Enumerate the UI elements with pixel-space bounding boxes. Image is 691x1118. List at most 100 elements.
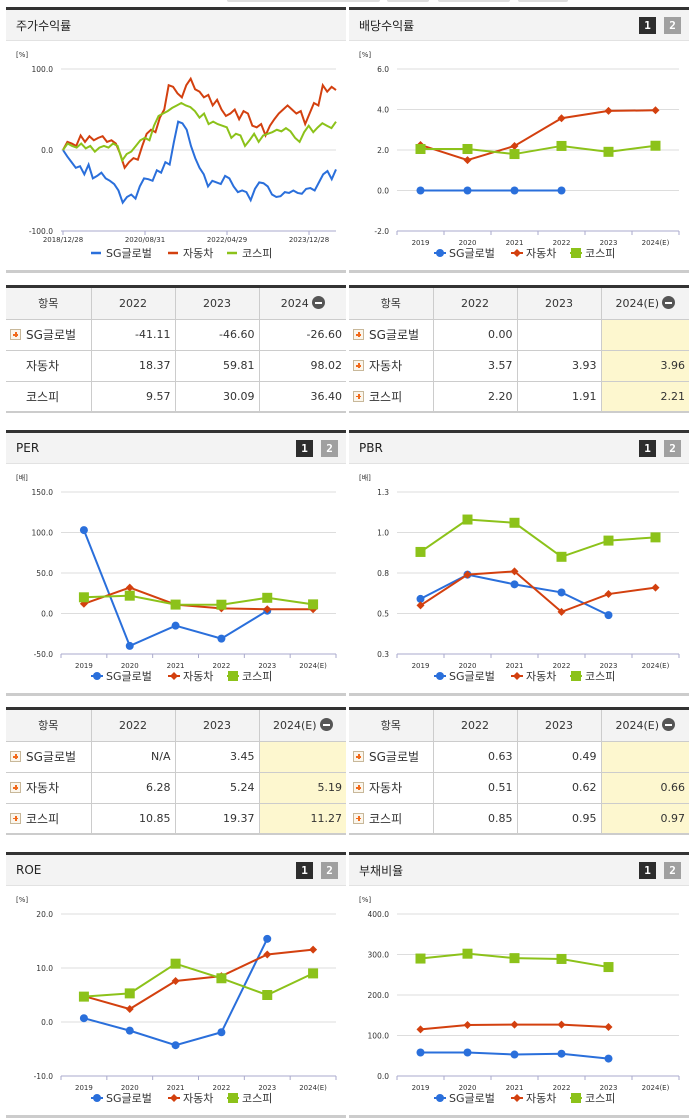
page-2-button[interactable]: 2 (664, 439, 681, 457)
col-header-2024: 2024 (259, 288, 346, 320)
data-point (262, 990, 273, 1000)
data-point (171, 621, 180, 630)
data-point (510, 567, 519, 576)
data-point (78, 592, 89, 603)
legend-label: 코스피 (242, 670, 272, 683)
unit-label: [배] (16, 473, 28, 482)
unit-label: [%] (16, 51, 28, 59)
legend-marker (513, 1094, 521, 1102)
series-line (83, 594, 314, 606)
expand-icon[interactable] (353, 812, 364, 824)
collapse-icon[interactable] (662, 296, 676, 310)
data-point (416, 1048, 425, 1057)
top-tab[interactable] (518, 0, 568, 2)
col-header-item: 항목 (6, 288, 92, 320)
col-header-2024e: 2024(E) (601, 288, 689, 320)
top-tab[interactable] (438, 0, 510, 2)
x-tick-label: 2023 (600, 1084, 618, 1092)
x-tick-label: 2019 (412, 239, 430, 247)
collapse-icon[interactable] (311, 296, 325, 310)
expand-icon[interactable] (10, 329, 21, 340)
row-label: SG글로벌 (6, 319, 92, 351)
page-2-button[interactable]: 2 (321, 861, 338, 879)
data-point (415, 143, 426, 154)
data-point (462, 143, 473, 154)
top-tab[interactable] (227, 0, 380, 2)
cell: 1.91 (517, 381, 602, 413)
y-tick-label: 2.0 (377, 146, 389, 155)
cell-estimate: 0.66 (601, 772, 689, 804)
page-1-button[interactable]: 1 (639, 439, 656, 457)
legend-label: 자동차 (526, 1092, 556, 1105)
data-point (463, 186, 472, 195)
collapse-icon[interactable] (319, 718, 333, 732)
top-tab[interactable] (387, 0, 429, 2)
expand-icon[interactable] (353, 360, 364, 371)
chart-title: PBR (359, 441, 383, 455)
cell: 0.62 (517, 772, 602, 804)
x-tick-label: 2018/12/28 (43, 236, 83, 244)
cell-estimate: 11.27 (259, 803, 346, 835)
data-point (604, 1054, 613, 1063)
x-tick-label: 2021 (167, 662, 185, 670)
page-1-button[interactable]: 1 (639, 861, 656, 879)
expand-icon[interactable] (10, 782, 21, 793)
expand-icon[interactable] (10, 751, 21, 762)
y-tick-label: 0.0 (41, 146, 53, 155)
data-point (170, 958, 181, 969)
data-point (650, 532, 661, 543)
legend-marker (571, 248, 581, 258)
data-point (510, 1020, 519, 1029)
x-tick-label: 2020 (121, 1084, 139, 1092)
row-label: 코스피 (349, 381, 434, 413)
series-line (62, 101, 337, 163)
cell: 3.93 (517, 350, 602, 382)
page-1-button[interactable]: 1 (296, 861, 313, 879)
row-label: 자동차 (6, 350, 92, 382)
data-point (603, 146, 614, 157)
y-tick-label: -100.0 (29, 227, 53, 236)
x-tick-label: 2022 (553, 662, 571, 670)
x-tick-label: 2023 (600, 239, 618, 247)
series-line (420, 109, 656, 162)
page-2-button[interactable]: 2 (664, 16, 681, 34)
table-row: 자동차 3.57 3.93 3.96 (349, 350, 689, 382)
cell: 0.85 (433, 803, 518, 835)
data-point (125, 641, 134, 650)
x-tick-label: 2023 (258, 1084, 276, 1092)
expand-icon[interactable] (353, 751, 364, 762)
page-1-button[interactable]: 1 (639, 16, 656, 34)
expand-icon[interactable] (10, 812, 21, 824)
chart-area: [%] 20.0 10.0 0.0 -10.0 2019 2020 2021 2022 2023 2… (6, 886, 346, 1118)
data-point (415, 546, 426, 557)
cell: 0.00 (433, 319, 518, 351)
per-table: 항목 2022 2023 2024(E) SG글로벌 N/A 3.45 자동차 … (6, 710, 346, 835)
y-tick-label: 0.8 (377, 569, 389, 578)
line-chart: [배] 150.0 100.0 50.0 0.0 -50.0 2019 2020 2021 202… (16, 473, 337, 683)
legend-label: 코스피 (585, 1092, 615, 1105)
page-2-button[interactable]: 2 (321, 439, 338, 457)
series-line (83, 962, 314, 998)
x-tick-label: 2021 (167, 1084, 185, 1092)
legend-label: SG글로벌 (106, 670, 152, 683)
x-tick-label: 2023 (258, 662, 276, 670)
collapse-icon[interactable] (662, 718, 676, 732)
line-chart: [%] 6.0 4.0 2.0 0.0 -2.0 2019 2020 2021 2022 2023 2… (359, 51, 680, 260)
expand-icon[interactable] (353, 329, 364, 340)
expand-icon[interactable] (353, 390, 364, 402)
col-header-2023: 2023 (517, 710, 602, 742)
cell: N/A (91, 741, 176, 773)
data-point (309, 945, 318, 954)
legend-marker (436, 249, 444, 257)
data-point (604, 106, 613, 115)
page-2-button[interactable]: 2 (664, 861, 681, 879)
page-1-button[interactable]: 1 (296, 439, 313, 457)
legend-label: 자동차 (526, 670, 556, 683)
x-tick-label: 2023/12/28 (289, 236, 329, 244)
expand-icon[interactable] (353, 782, 364, 793)
data-point (170, 599, 181, 610)
cell: 36.40 (259, 381, 346, 413)
chart-header: 주가수익률 (6, 10, 346, 41)
